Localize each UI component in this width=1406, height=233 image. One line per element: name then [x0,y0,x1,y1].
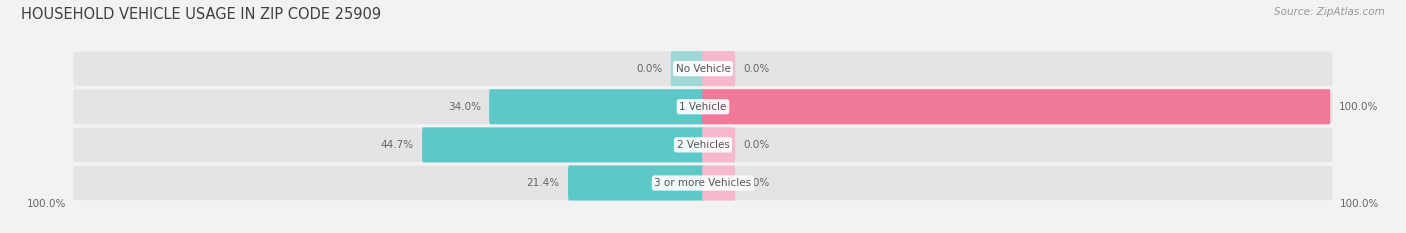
FancyBboxPatch shape [489,89,704,124]
Text: 21.4%: 21.4% [526,178,560,188]
Text: 100.0%: 100.0% [27,199,66,209]
FancyBboxPatch shape [73,166,1333,200]
FancyBboxPatch shape [671,51,704,86]
FancyBboxPatch shape [73,90,1333,124]
Text: 0.0%: 0.0% [744,140,770,150]
FancyBboxPatch shape [73,128,1333,162]
FancyBboxPatch shape [702,51,735,86]
Text: No Vehicle: No Vehicle [675,64,731,74]
Text: 3 or more Vehicles: 3 or more Vehicles [654,178,752,188]
Text: HOUSEHOLD VEHICLE USAGE IN ZIP CODE 25909: HOUSEHOLD VEHICLE USAGE IN ZIP CODE 2590… [21,7,381,22]
Text: 34.0%: 34.0% [447,102,481,112]
FancyBboxPatch shape [702,127,735,162]
Text: 100.0%: 100.0% [1339,102,1378,112]
Text: 0.0%: 0.0% [744,64,770,74]
Text: 0.0%: 0.0% [636,64,662,74]
Text: Source: ZipAtlas.com: Source: ZipAtlas.com [1274,7,1385,17]
FancyBboxPatch shape [73,51,1333,86]
Text: 1 Vehicle: 1 Vehicle [679,102,727,112]
FancyBboxPatch shape [568,165,704,201]
Text: 44.7%: 44.7% [381,140,413,150]
Text: 0.0%: 0.0% [744,178,770,188]
FancyBboxPatch shape [702,165,735,201]
FancyBboxPatch shape [422,127,704,162]
FancyBboxPatch shape [702,89,1330,124]
Text: 100.0%: 100.0% [1340,199,1379,209]
Text: 2 Vehicles: 2 Vehicles [676,140,730,150]
